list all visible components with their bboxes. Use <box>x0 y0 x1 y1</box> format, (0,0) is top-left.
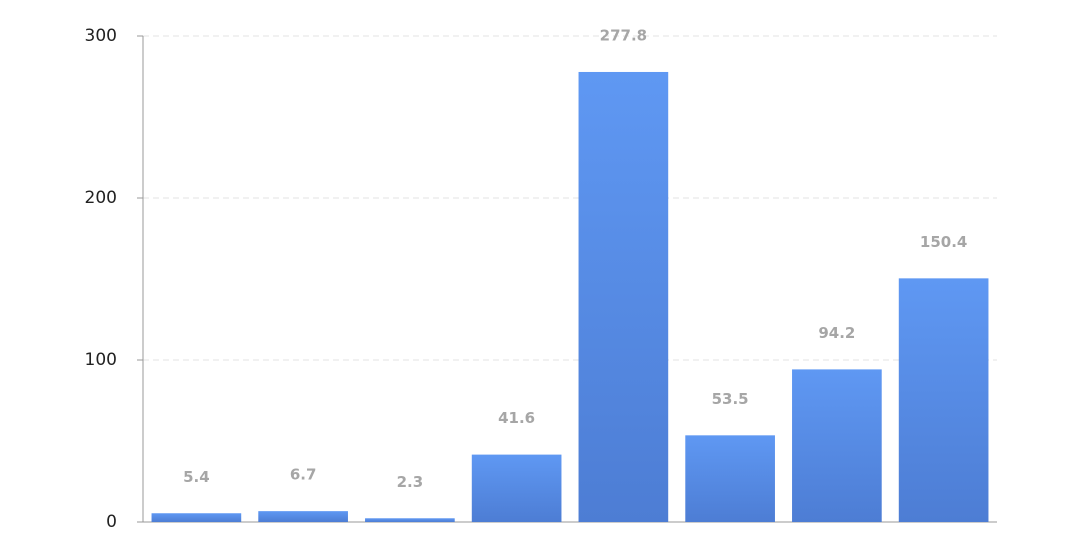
value-label: 94.2 <box>818 324 855 342</box>
value-label: 41.6 <box>498 409 535 427</box>
bar <box>471 454 562 522</box>
bar <box>685 435 775 522</box>
bar <box>258 511 348 522</box>
y-tick-label: 300 <box>85 26 117 46</box>
y-tick-label: 200 <box>85 188 117 208</box>
value-label: 53.5 <box>712 390 749 408</box>
bar <box>151 513 242 522</box>
value-label: 150.4 <box>920 233 967 251</box>
value-label: 277.8 <box>600 26 647 44</box>
bar <box>898 278 989 522</box>
y-tick-label: 100 <box>85 350 117 370</box>
value-label: 5.4 <box>183 468 210 486</box>
value-label: 6.7 <box>290 466 317 484</box>
value-label: 2.3 <box>397 473 424 491</box>
y-tick-label: 0 <box>106 512 117 532</box>
bar <box>792 369 882 522</box>
bar <box>365 518 455 522</box>
bar <box>578 71 669 523</box>
